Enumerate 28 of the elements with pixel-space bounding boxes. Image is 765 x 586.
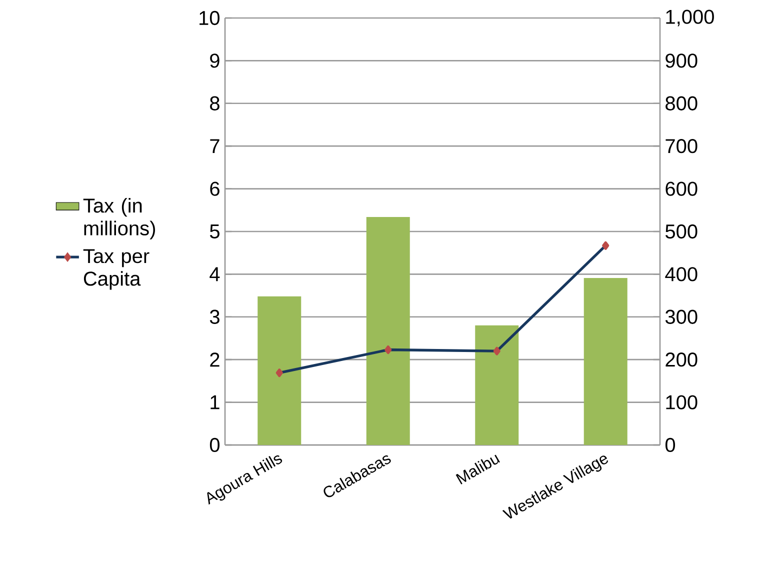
y-tick-label: 8: [210, 96, 220, 110]
y2-tick-label: 100: [666, 395, 698, 410]
y2-tick-label: 400: [665, 267, 698, 282]
y-tick-label: 3: [210, 310, 220, 324]
y2-tick-label: 200: [666, 352, 698, 367]
y-tick-label: 10: [200, 10, 220, 26]
y-tick-label: 1: [210, 395, 220, 410]
bar: [475, 325, 519, 445]
y2-tick-label: 500: [665, 224, 698, 239]
bar: [258, 296, 302, 445]
bar: [584, 278, 628, 445]
bar: [366, 216, 410, 445]
y-tick-label: 9: [210, 54, 220, 68]
legend-label: Tax (in millions): [83, 198, 155, 240]
y-tick-label: 2: [210, 352, 220, 367]
y-tick-label: 5: [210, 224, 220, 238]
y-tick-label: 6: [210, 182, 220, 196]
y2-tick-label: 800: [666, 96, 698, 110]
y2-tick-label: 300: [665, 310, 698, 324]
y2-tick-label: 600: [666, 182, 698, 196]
y-tick-label: 0: [210, 438, 220, 452]
y-tick-label: 4: [210, 267, 220, 282]
y2-tick-label: 1,000: [666, 10, 714, 26]
y-tick-label: 7: [210, 139, 220, 153]
y2-tick-label: 0: [665, 438, 676, 452]
y2-tick-label: 900: [666, 54, 698, 68]
y2-tick-label: 700: [666, 139, 698, 154]
legend-label: Tax per Capita: [83, 249, 150, 290]
